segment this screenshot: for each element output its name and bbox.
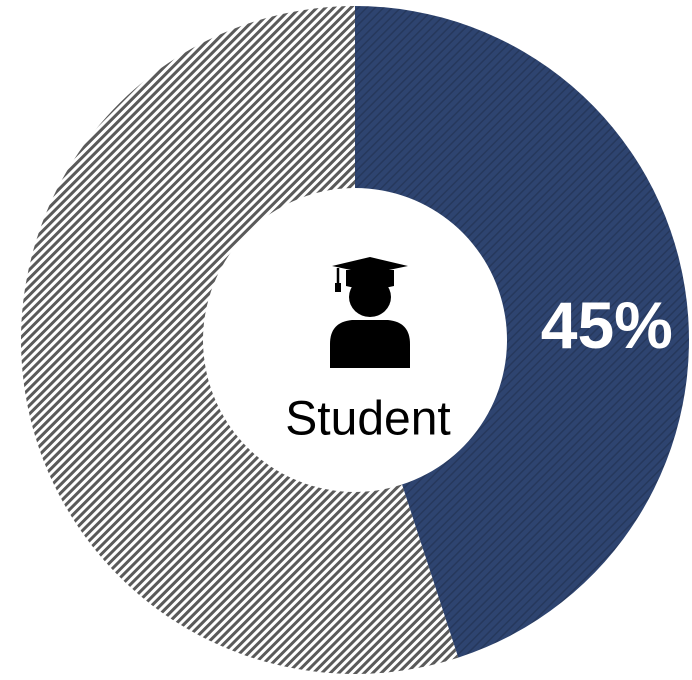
body — [330, 320, 410, 368]
head — [349, 277, 391, 317]
value-label: 45% — [541, 288, 673, 362]
graduate-icon — [330, 257, 410, 368]
cap-board — [332, 257, 408, 274]
donut-segment — [355, 6, 690, 658]
center-label: Student — [285, 393, 450, 446]
segments — [21, 6, 690, 674]
donut-segment — [21, 6, 459, 674]
tassel-end — [335, 283, 341, 292]
